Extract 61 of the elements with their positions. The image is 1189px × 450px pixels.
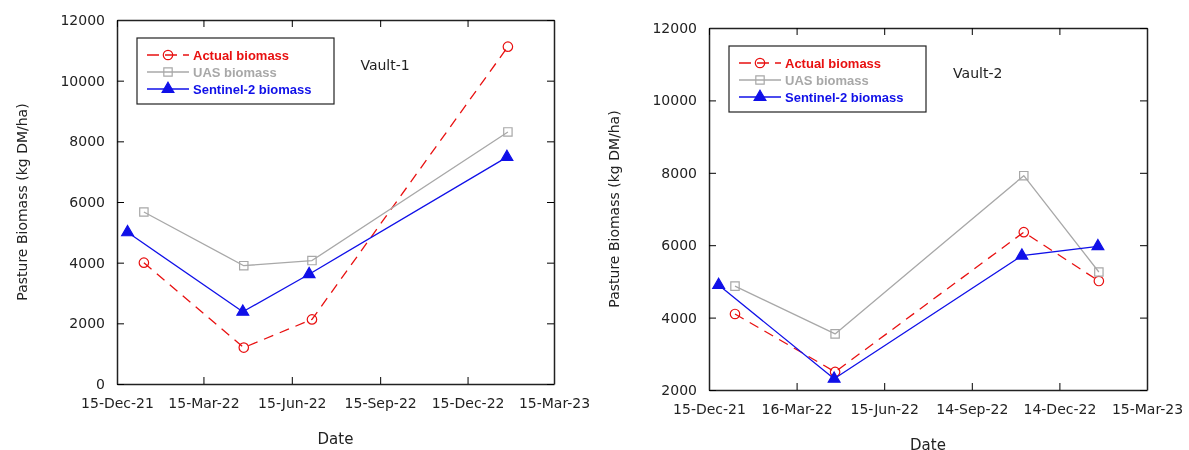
point (827, 371, 841, 383)
point (712, 277, 726, 290)
point (138, 257, 150, 268)
y-tick-label: 4000 (69, 254, 105, 271)
point (121, 224, 135, 237)
point (829, 366, 841, 378)
x-tick-label: 15-Jun-22 (258, 394, 327, 411)
point (502, 41, 514, 52)
legend-label: Sentinel-2 biomass (785, 90, 904, 105)
x-tick-label: 16-Mar-22 (761, 400, 833, 417)
annotation: Vault-1 (360, 57, 410, 73)
y-tick-label: 2000 (69, 315, 105, 332)
point (307, 255, 317, 266)
y-tick-label: 12000 (60, 11, 105, 28)
point (1019, 170, 1029, 181)
point (830, 329, 840, 339)
legend-label: Sentinel-2 biomass (193, 82, 312, 97)
legend-label: Actual biomass (785, 56, 882, 71)
y-tick-label: 0 (96, 375, 105, 392)
x-axis-title: Date (910, 436, 946, 450)
x-tick-label: 15-Mar-23 (518, 394, 591, 411)
x-tick-label: 15-Mar-23 (1111, 400, 1184, 417)
y-axis-title: Pasture Biomass (kg DM/ha) (14, 103, 30, 301)
point (503, 127, 513, 137)
point (1093, 275, 1105, 287)
legend-label: Actual biomass (193, 48, 290, 63)
y-tick-label: 6000 (661, 237, 697, 254)
point (1091, 238, 1105, 251)
point (729, 308, 741, 320)
legend-label: UAS biomass (193, 65, 277, 80)
x-tick-label: 15-Jun-22 (850, 400, 919, 417)
x-tick-label: 14-Sep-22 (936, 400, 1009, 417)
point (1018, 226, 1030, 238)
annotation: Vault-2 (953, 65, 1003, 81)
point (239, 260, 249, 271)
y-tick-label: 8000 (661, 164, 697, 181)
y-axis-title: Pasture Biomass (kg DM/ha) (606, 110, 622, 308)
point (302, 266, 316, 279)
y-tick-label: 10000 (652, 92, 697, 109)
point (236, 304, 250, 316)
y-tick-label: 12000 (652, 19, 697, 36)
x-axis-title: Date (317, 430, 354, 448)
point (1094, 267, 1104, 277)
point (238, 342, 250, 353)
y-tick-label: 2000 (661, 381, 697, 398)
legend-label: UAS biomass (785, 73, 869, 88)
y-tick-label: 6000 (69, 193, 105, 210)
y-tick-label: 10000 (60, 72, 105, 89)
x-tick-label: 15-Dec-21 (81, 394, 154, 411)
point (1015, 248, 1029, 260)
x-tick-label: 15-Dec-22 (431, 394, 505, 411)
point (730, 281, 740, 291)
point (306, 314, 318, 325)
y-tick-label: 8000 (69, 133, 105, 150)
point (500, 149, 514, 162)
x-tick-label: 15-Dec-21 (673, 400, 746, 417)
y-tick-label: 4000 (661, 309, 697, 326)
x-tick-label: 15-Sep-22 (344, 394, 417, 411)
x-tick-label: 14-Dec-22 (1023, 400, 1097, 417)
point (139, 207, 149, 217)
x-tick-label: 15-Mar-22 (168, 394, 240, 411)
